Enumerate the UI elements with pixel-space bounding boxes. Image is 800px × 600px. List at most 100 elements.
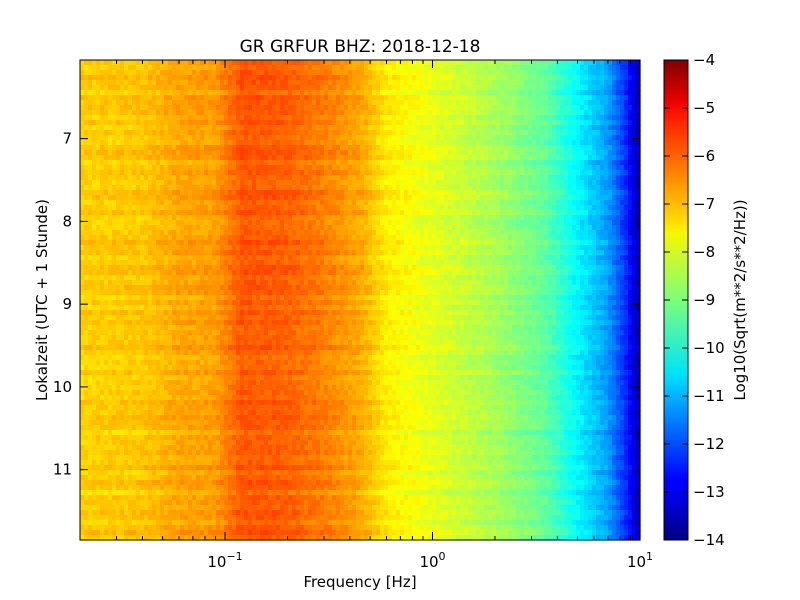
heatmap-cell xyxy=(108,175,113,181)
heatmap-cell xyxy=(272,60,277,66)
heatmap-cell xyxy=(212,385,217,391)
heatmap-cell xyxy=(188,420,193,426)
heatmap-cell xyxy=(168,430,173,436)
heatmap-cell xyxy=(132,365,137,371)
heatmap-cell xyxy=(168,170,173,176)
heatmap-cell xyxy=(96,60,101,66)
heatmap-cell xyxy=(124,175,129,181)
heatmap-cell xyxy=(256,355,261,361)
heatmap-cell xyxy=(140,105,145,111)
heatmap-cell xyxy=(140,420,145,426)
heatmap-cell xyxy=(212,410,217,416)
heatmap-cell xyxy=(284,100,289,106)
heatmap-cell xyxy=(252,335,257,341)
heatmap-cell xyxy=(224,300,229,306)
heatmap-cell xyxy=(156,310,161,316)
heatmap-cell xyxy=(208,270,213,276)
heatmap-cell xyxy=(116,515,121,521)
heatmap-cell xyxy=(256,95,261,101)
heatmap-cell xyxy=(168,150,173,156)
heatmap-cell xyxy=(160,525,165,531)
heatmap-cell xyxy=(276,355,281,361)
heatmap-cell xyxy=(188,235,193,241)
heatmap-cell xyxy=(136,100,141,106)
heatmap-cell xyxy=(144,245,149,251)
heatmap-cell xyxy=(256,490,261,496)
heatmap-cell xyxy=(80,470,85,476)
heatmap-cell xyxy=(108,125,113,131)
heatmap-cell xyxy=(104,510,109,516)
heatmap-cell xyxy=(116,220,121,226)
heatmap-cell xyxy=(168,275,173,281)
heatmap-cell xyxy=(156,140,161,146)
heatmap-cell xyxy=(264,60,269,66)
heatmap-cell xyxy=(276,270,281,276)
heatmap-cell xyxy=(256,245,261,251)
heatmap-cell xyxy=(232,95,237,101)
heatmap-cell xyxy=(232,140,237,146)
heatmap-cell xyxy=(172,515,177,521)
heatmap-cell xyxy=(272,170,277,176)
heatmap-cell xyxy=(104,305,109,311)
heatmap-cell xyxy=(172,200,177,206)
heatmap-cell xyxy=(280,365,285,371)
heatmap-cell xyxy=(168,225,173,231)
heatmap-cell xyxy=(132,120,137,126)
heatmap-cell xyxy=(96,375,101,381)
heatmap-cell xyxy=(260,415,265,421)
heatmap-cell xyxy=(80,215,85,221)
heatmap-cell xyxy=(176,415,181,421)
heatmap-cell xyxy=(196,450,201,456)
heatmap-cell xyxy=(108,530,113,536)
heatmap-cell xyxy=(116,415,121,421)
heatmap-cell xyxy=(152,75,157,81)
heatmap-cell xyxy=(212,500,217,506)
heatmap-cell xyxy=(88,425,93,431)
heatmap-cell xyxy=(108,400,113,406)
heatmap-cell xyxy=(100,390,105,396)
heatmap-cell xyxy=(224,305,229,311)
heatmap-cell xyxy=(252,175,257,181)
heatmap-cell xyxy=(140,305,145,311)
heatmap-cell xyxy=(188,265,193,271)
heatmap-cell xyxy=(124,510,129,516)
heatmap-cell xyxy=(128,160,133,166)
heatmap-cell xyxy=(184,480,189,486)
heatmap-cell xyxy=(112,320,117,326)
heatmap-cell xyxy=(220,270,225,276)
heatmap-cell xyxy=(116,505,121,511)
heatmap-cell xyxy=(168,385,173,391)
heatmap-cell xyxy=(276,225,281,231)
heatmap-cell xyxy=(140,445,145,451)
heatmap-cell xyxy=(108,190,113,196)
heatmap-cell xyxy=(180,380,185,386)
heatmap-cell xyxy=(140,245,145,251)
heatmap-cell xyxy=(252,100,257,106)
heatmap-cell xyxy=(256,315,261,321)
heatmap-cell xyxy=(240,515,245,521)
heatmap-cell xyxy=(252,225,257,231)
heatmap-cell xyxy=(132,475,137,481)
heatmap-cell xyxy=(112,405,117,411)
heatmap-cell xyxy=(128,170,133,176)
heatmap-cell xyxy=(184,345,189,351)
heatmap-cell xyxy=(260,60,265,66)
heatmap-cell xyxy=(172,285,177,291)
heatmap-cell xyxy=(272,350,277,356)
heatmap-cell xyxy=(232,165,237,171)
heatmap-cell xyxy=(256,60,261,66)
heatmap-cell xyxy=(152,190,157,196)
heatmap-cell xyxy=(116,160,121,166)
heatmap-cell xyxy=(164,365,169,371)
heatmap-cell xyxy=(80,485,85,491)
heatmap-cell xyxy=(240,240,245,246)
heatmap-cell xyxy=(88,250,93,256)
heatmap-cell xyxy=(216,380,221,386)
heatmap-cell xyxy=(228,330,233,336)
heatmap-cell xyxy=(248,335,253,341)
heatmap-cell xyxy=(120,325,125,331)
heatmap-cell xyxy=(164,280,169,286)
heatmap-cell xyxy=(180,520,185,526)
heatmap-cell xyxy=(284,185,289,191)
heatmap-cell xyxy=(216,165,221,171)
